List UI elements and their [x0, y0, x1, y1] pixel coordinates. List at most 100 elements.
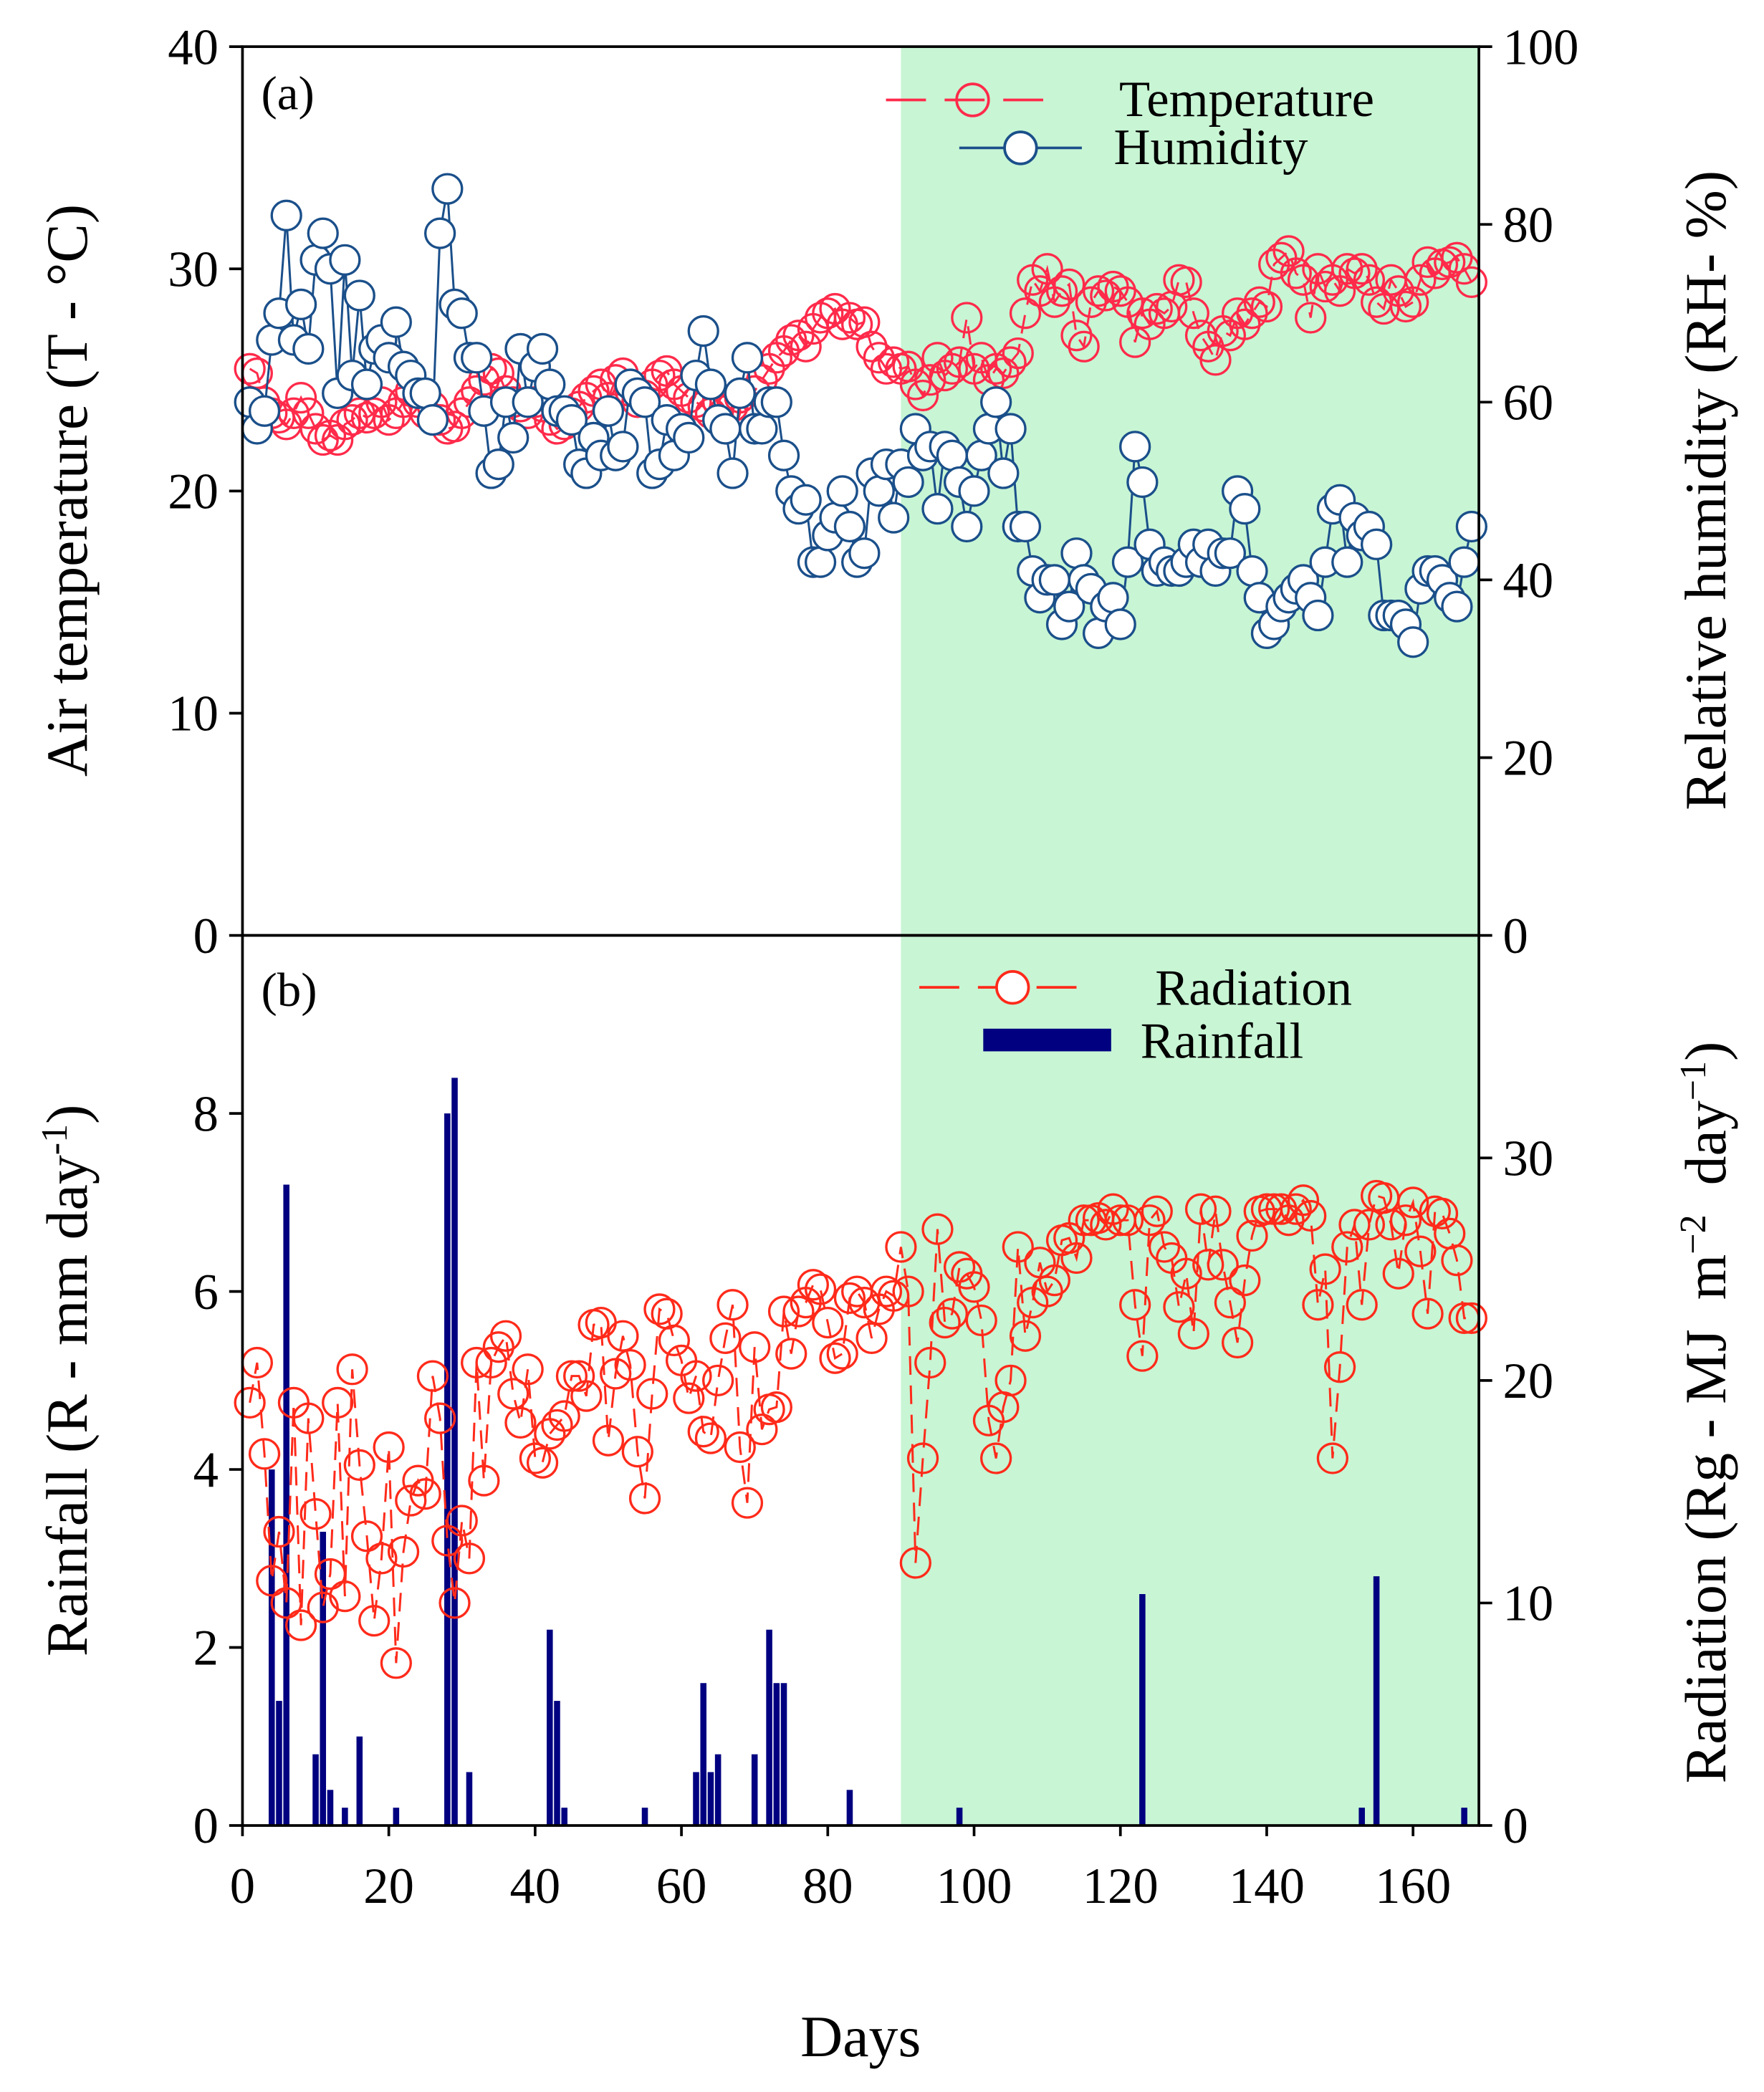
radiation-point	[1090, 1209, 1122, 1241]
radiation-point	[1126, 1340, 1159, 1372]
radiation-point	[607, 1320, 639, 1352]
radiation-point	[1265, 1193, 1298, 1225]
radiation-point	[731, 1487, 764, 1519]
panel-a-label: (a)	[261, 67, 314, 120]
chart-marks	[234, 173, 1487, 1826]
humidity-point	[380, 306, 412, 338]
radiation-point	[1382, 1257, 1414, 1290]
temperature-point	[1346, 253, 1378, 285]
temperature-point	[1434, 246, 1466, 279]
humidity-point	[1126, 466, 1159, 499]
radiation-point	[1316, 1442, 1348, 1474]
y-axis-label-radiation: Radiation (Rg - MJ m−2 day−1)	[1673, 1042, 1738, 1784]
humidity-point	[709, 413, 742, 445]
radiation-point	[563, 1360, 595, 1392]
radiation-point	[453, 1542, 486, 1575]
humidity-point	[534, 368, 566, 400]
temperature-point	[1243, 286, 1275, 318]
rainfall-bar	[451, 1078, 458, 1826]
temperature-point	[855, 330, 888, 363]
rainfall-bar	[780, 1683, 787, 1826]
temperature-point	[1441, 241, 1473, 274]
x-tick-label: 40	[510, 1858, 561, 1914]
rainfall-bar	[276, 1701, 282, 1826]
humidity-point	[980, 386, 1012, 418]
rainfall-bar	[268, 1469, 275, 1826]
radiation-point	[870, 1275, 903, 1308]
humidity-point	[1038, 564, 1070, 596]
radiation-point	[1111, 1204, 1144, 1237]
temperature-point	[899, 368, 931, 400]
humidity-point	[526, 332, 559, 365]
temperature-point	[870, 352, 903, 385]
radiation-point	[1031, 1275, 1063, 1308]
humidity-point	[329, 244, 361, 276]
radiation-point	[409, 1478, 441, 1510]
temperature-point	[943, 346, 976, 378]
radiation-point	[592, 1424, 625, 1457]
temperature-point	[914, 364, 946, 396]
radiation-point	[504, 1406, 537, 1439]
radiation-point	[299, 1498, 332, 1530]
humidity-point	[292, 332, 325, 365]
radiation-point	[899, 1547, 931, 1579]
temperature-point	[1229, 308, 1261, 340]
humidity-point	[628, 386, 661, 418]
temperature-point	[1009, 297, 1042, 330]
radiation-point	[833, 1282, 866, 1315]
temperature-point	[1295, 302, 1327, 334]
humidity-point	[848, 537, 881, 570]
radiation-point	[746, 1414, 778, 1446]
y-tick-label-temperature: 30	[168, 241, 219, 297]
humidity-point	[936, 439, 969, 471]
y-axis-label-humidity: Relative humidity (RH- %)	[1673, 171, 1738, 810]
temperature-point	[760, 342, 792, 374]
radiation-point	[1404, 1235, 1437, 1267]
humidity-point	[350, 368, 383, 400]
temperature-point	[1068, 330, 1100, 363]
legend-temperature-label: Temperature	[1119, 72, 1374, 128]
legend-radiation-marker	[995, 969, 1030, 1005]
rainfall-bar	[1358, 1808, 1365, 1826]
radiation-point	[1309, 1253, 1341, 1285]
humidity-point	[592, 395, 625, 427]
humidity-point	[1119, 431, 1151, 463]
radiation-point	[819, 1342, 851, 1374]
radiation-point	[782, 1295, 815, 1328]
radiation-point	[234, 1386, 266, 1419]
temperature-point	[1280, 257, 1312, 289]
shaded-region-b	[901, 935, 1480, 1826]
humidity-point	[951, 510, 983, 543]
temperature-point	[833, 302, 866, 334]
radiation-point	[1009, 1320, 1042, 1352]
radiation-point	[1389, 1204, 1422, 1237]
radiation-point	[1331, 1231, 1363, 1263]
temperature-point	[1236, 297, 1268, 330]
temperature-point	[994, 346, 1027, 378]
radiation-point	[775, 1338, 807, 1370]
x-axis-label: Days	[800, 2004, 921, 2069]
radiation-point	[1426, 1197, 1459, 1230]
humidity-point	[724, 377, 756, 410]
radiation-point	[416, 1360, 449, 1392]
legend-rainfall-swatch	[983, 1028, 1111, 1052]
radiation-point	[1133, 1204, 1166, 1237]
y-tick-label-temperature: 40	[168, 19, 219, 75]
radiation-point	[387, 1535, 420, 1568]
humidity-point	[1441, 590, 1473, 623]
humidity-point	[1053, 590, 1085, 623]
humidity-point	[270, 199, 302, 231]
radiation-point	[350, 1520, 383, 1553]
radiation-point	[270, 1587, 302, 1619]
temperature-point	[782, 320, 815, 352]
temperature-point	[1404, 264, 1437, 296]
y-tick-label-temperature: 10	[168, 686, 219, 742]
temperature-point	[1075, 286, 1108, 318]
radiation-point	[322, 1386, 354, 1419]
humidity-point	[694, 368, 727, 400]
y-tick-label-rainfall: 4	[193, 1442, 219, 1498]
radiation-point	[1221, 1326, 1254, 1359]
radiation-point	[1199, 1195, 1232, 1227]
temperature-point	[358, 397, 390, 429]
rainfall-bar	[393, 1808, 400, 1826]
